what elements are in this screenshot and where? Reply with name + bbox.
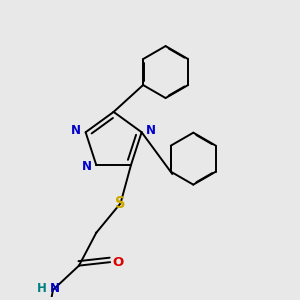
Text: H: H [37,282,47,295]
Text: N: N [71,124,81,137]
Text: N: N [146,124,156,137]
Text: O: O [112,256,123,269]
Text: N: N [82,160,92,173]
Text: N: N [50,282,60,295]
Text: S: S [115,196,126,211]
